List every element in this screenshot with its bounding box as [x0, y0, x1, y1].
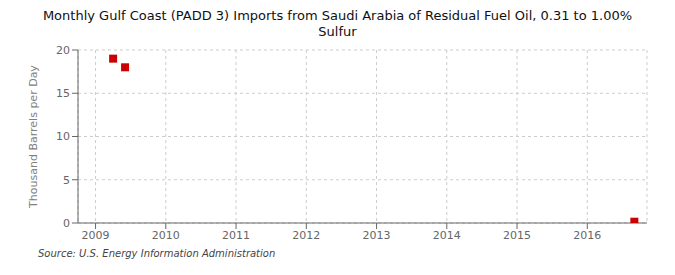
svg-text:10: 10	[56, 130, 70, 143]
html-text:Sulfur: Sulfur	[318, 24, 357, 39]
svg-text:2009: 2009	[82, 229, 110, 242]
svg-text:2012: 2012	[292, 229, 320, 242]
html-text:Source: U.S. Energy Informatio: Source: U.S. Energy Information Administ…	[38, 248, 276, 259]
svg-text:20: 20	[56, 44, 70, 57]
svg-text:15: 15	[56, 87, 70, 100]
svg-text:5: 5	[63, 174, 70, 187]
svg-text:2011: 2011	[222, 229, 250, 242]
svg-text:2010: 2010	[152, 229, 180, 242]
html-text:Monthly Gulf Coast (PADD 3) Im: Monthly Gulf Coast (PADD 3) Imports from…	[42, 8, 633, 23]
svg-text:2015: 2015	[503, 229, 531, 242]
svg-text:0: 0	[63, 217, 70, 230]
svg-text:2014: 2014	[433, 229, 461, 242]
svg-text:2016: 2016	[573, 229, 601, 242]
svg-text:2013: 2013	[363, 229, 391, 242]
svg-text:Thousand Barrels per Day: Thousand Barrels per Day	[27, 65, 40, 209]
